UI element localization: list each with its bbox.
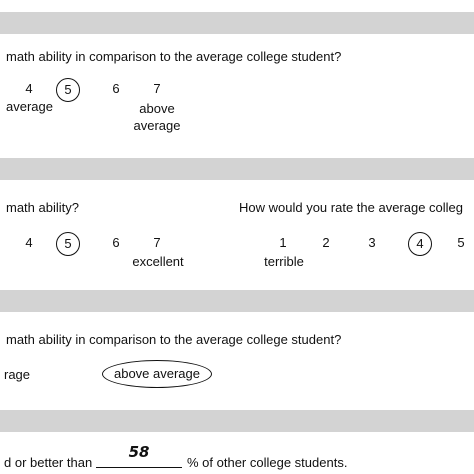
q4-answer-field[interactable]: 58 <box>96 443 182 468</box>
q1-scale-6[interactable]: 6 <box>112 81 120 96</box>
section-divider-2 <box>0 158 474 180</box>
q2-left-scale-4[interactable]: 4 <box>25 235 33 250</box>
q1-scale-5-circled[interactable]: 5 <box>56 78 80 102</box>
q2-right-scale-4-label: 4 <box>416 236 424 251</box>
q2-right-question: How would you rate the average colleg <box>239 200 464 215</box>
q2-left-anchor-excellent: excellent <box>132 254 184 269</box>
q3-option-above-average-label: above average <box>113 366 200 381</box>
q1-anchor-above: above <box>139 101 175 116</box>
q2-right-scale-3[interactable]: 3 <box>368 235 376 250</box>
section-divider-3 <box>0 290 474 312</box>
q1-scale-7[interactable]: 7 <box>153 81 161 96</box>
q3-option-average[interactable]: rage <box>4 367 31 382</box>
q2-left-question: math ability? <box>6 200 79 215</box>
q2-right-scale-4-circled[interactable]: 4 <box>408 232 432 256</box>
q1-scale-5-label: 5 <box>64 82 72 97</box>
q2-left-scale-7[interactable]: 7 <box>153 235 161 250</box>
q2-right-scale-1[interactable]: 1 <box>279 235 287 250</box>
q4-answer-value: 58 <box>128 443 150 461</box>
q1-question: math ability in comparison to the averag… <box>6 49 342 64</box>
q2-right-scale-5[interactable]: 5 <box>457 235 465 250</box>
q2-right-anchor-terrible: terrible <box>264 254 304 269</box>
q1-anchor-average-2: average <box>133 118 181 133</box>
q2-left-scale-5-label: 5 <box>64 236 72 251</box>
section-divider-4 <box>0 410 474 432</box>
q2-left-scale-6[interactable]: 6 <box>112 235 120 250</box>
q2-right-scale-2[interactable]: 2 <box>322 235 330 250</box>
q4-prefix: d or better than <box>4 455 93 470</box>
q1-anchor-average: average <box>6 99 53 114</box>
q3-question: math ability in comparison to the averag… <box>6 332 342 347</box>
q3-option-above-average-circled[interactable]: above average <box>102 360 212 388</box>
section-divider-1 <box>0 12 474 34</box>
q2-left-scale-5-circled[interactable]: 5 <box>56 232 80 256</box>
q1-scale-4[interactable]: 4 <box>25 81 33 96</box>
q4-suffix: % of other college students. <box>187 455 348 470</box>
